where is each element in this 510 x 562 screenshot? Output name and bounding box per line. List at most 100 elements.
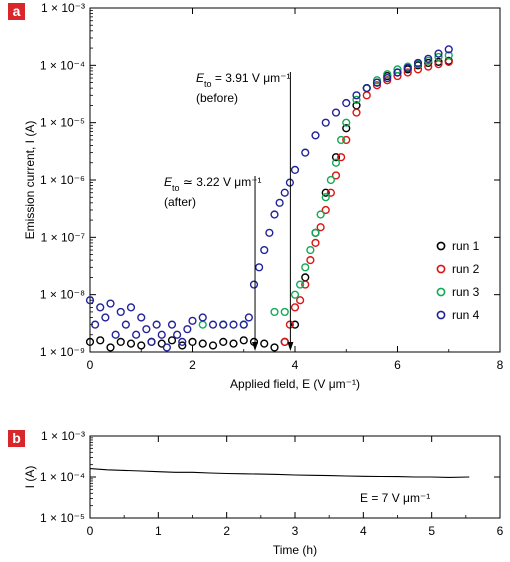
panel-a-data-point	[362, 84, 371, 93]
panel-a-data-point	[152, 320, 161, 329]
legend-label: run 1	[452, 239, 480, 253]
panel-a-data-point	[393, 68, 402, 77]
panel-a-data-point	[372, 76, 382, 85]
panel-a-data-point	[434, 49, 443, 58]
panel-a-data-point	[285, 320, 294, 329]
panel-a-data-point	[198, 339, 207, 348]
annotation-sublabel: (before)	[196, 91, 238, 105]
panel-a-data-point	[321, 118, 330, 127]
panel-a-data-point	[301, 280, 310, 289]
panel-a-data-point	[198, 320, 207, 329]
panel-a-data-point	[137, 313, 146, 322]
panel-a-data-point	[434, 52, 443, 62]
panel-a-data-point	[137, 341, 146, 350]
panel-a-data-point	[173, 330, 182, 339]
panel-a-label-text: a	[13, 3, 21, 19]
panel-a-label-box	[8, 3, 25, 20]
panel-b-x-tick-label: 3	[292, 524, 299, 538]
panel-a-data-point	[444, 51, 453, 60]
panel-a-y-tick-label: 1 × 10⁻⁶	[40, 173, 85, 187]
panel-a-series-2	[280, 57, 453, 347]
panel-a-data-point	[321, 188, 330, 197]
panel-a-series-4	[85, 45, 453, 352]
panel-b-y-tick-label: 1 × 10⁻⁵	[40, 511, 85, 525]
panel-b-x-tick-label: 1	[155, 524, 162, 538]
panel-a-data-point	[111, 330, 120, 339]
panel-a-data-point	[178, 341, 187, 350]
panel-a-y-tick-label: 1 × 10⁻⁴	[40, 58, 85, 72]
panel-a-data-point	[219, 337, 228, 347]
panel-a-data-point	[106, 299, 115, 308]
panel-a-y-tick-label: 1 × 10⁻⁸	[40, 288, 85, 302]
panel-a-data-point	[265, 228, 274, 237]
panel-a-data-point	[424, 54, 433, 63]
legend-marker	[436, 287, 446, 297]
panel-a-x-tick-label: 6	[394, 358, 401, 372]
panel-a-data-point	[126, 303, 136, 312]
panel-a-data-point	[101, 313, 110, 322]
panel-a-plot-frame	[89, 7, 501, 353]
panel-a-data-point	[96, 303, 105, 312]
panel-a-data-point	[326, 175, 335, 185]
panel-a-data-point	[296, 280, 305, 289]
panel-a-data-point	[383, 73, 392, 83]
panel-a-data-point	[301, 263, 310, 272]
panel-a-data-point	[311, 238, 320, 247]
panel-a-data-point	[342, 124, 351, 133]
panel-b-y-tick-label: 1 × 10⁻³	[41, 429, 85, 443]
panel-a-data-point	[290, 303, 300, 312]
panel-a-y-tick-label: 1 × 10⁻⁹	[40, 345, 85, 359]
panel-a-series-1	[85, 56, 453, 352]
panel-a-data-point	[270, 343, 279, 352]
panel-a-data-point	[403, 68, 412, 77]
panel-a-data-point	[270, 307, 279, 317]
panel-a-data-point	[239, 336, 248, 345]
panel-a-data-point	[290, 320, 300, 329]
panel-a-data-point	[157, 330, 166, 339]
panel-a-data-point	[372, 81, 382, 90]
panel-a-annotation-1: Eto = 3.91 V μm⁻¹	[196, 71, 294, 351]
panel-a-data-point	[362, 91, 371, 100]
panel-a-y-tick-label: 1 × 10⁻⁵	[40, 116, 85, 130]
panel-a-data-point	[157, 339, 166, 348]
panel-a-data-point	[352, 108, 361, 117]
panel-a-data-point	[424, 62, 433, 71]
panel-a-data-point	[403, 63, 412, 73]
panel-a-data-point	[290, 290, 300, 299]
panel-b-y-tick-label: 1 × 10⁻⁴	[40, 470, 85, 484]
panel-a-data-point	[311, 131, 320, 140]
panel-a-data-point	[126, 339, 136, 348]
panel-a-legend: run 1 run 2 run 3 run 4	[436, 239, 480, 322]
panel-a-data-point	[331, 158, 341, 167]
panel-a-data-point	[96, 336, 105, 345]
panel-a-data-point	[280, 337, 289, 347]
panel-a-data-point	[352, 91, 361, 100]
panel-a-data-point	[306, 256, 315, 265]
legend-marker	[436, 310, 446, 320]
annotation-sublabel: (after)	[164, 195, 196, 209]
panel-a-data-point	[326, 188, 335, 197]
panel-a-data-point	[270, 210, 279, 219]
panel-a-data-point	[301, 148, 310, 157]
legend-marker	[436, 264, 446, 274]
panel-a-data-point	[244, 313, 253, 322]
panel-a-data-point	[116, 337, 125, 347]
panel-a-x-tick-label: 2	[189, 358, 196, 372]
panel-a-data-point	[85, 337, 95, 347]
panel-a-data-point	[275, 198, 284, 207]
panel-a-data-point	[321, 193, 330, 202]
panel-a-data-point	[142, 325, 151, 334]
panel-b-label-box	[8, 430, 25, 447]
legend-label: run 3	[452, 285, 480, 299]
panel-a-data-point	[331, 108, 341, 117]
panel-a-data-point	[162, 343, 171, 352]
panel-a-data-point	[229, 320, 238, 329]
panel-a-data-point	[342, 98, 351, 108]
panel-b-x-tick-label: 4	[360, 524, 367, 538]
panel-a-data-point	[260, 339, 269, 348]
panel-a-x-axis-title: Applied field, E (V μm⁻¹)	[230, 377, 360, 391]
panel-a-data-point	[255, 263, 264, 272]
panel-a-data-point	[91, 320, 100, 329]
legend-marker	[436, 241, 446, 251]
